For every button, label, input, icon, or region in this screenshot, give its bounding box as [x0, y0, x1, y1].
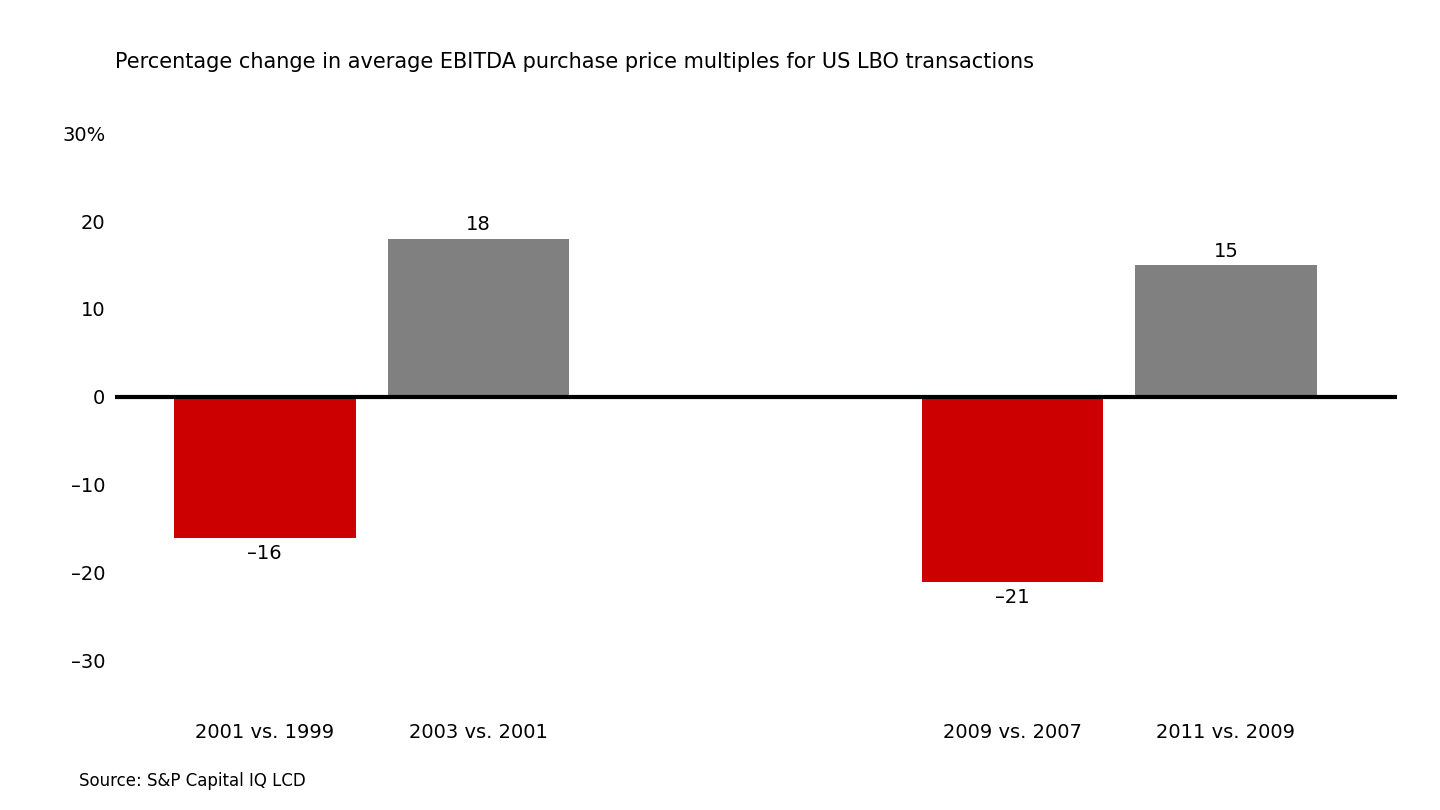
Text: –16: –16: [248, 544, 282, 563]
Bar: [174, 397, 356, 538]
Bar: [387, 239, 569, 397]
Bar: [922, 397, 1103, 582]
Text: –21: –21: [995, 588, 1030, 607]
Text: 18: 18: [467, 215, 491, 234]
Text: 15: 15: [1214, 241, 1238, 261]
Text: Percentage change in average EBITDA purchase price multiples for US LBO transact: Percentage change in average EBITDA purc…: [115, 53, 1034, 72]
Bar: [1135, 265, 1316, 397]
Text: Source: S&P Capital IQ LCD: Source: S&P Capital IQ LCD: [79, 772, 305, 790]
